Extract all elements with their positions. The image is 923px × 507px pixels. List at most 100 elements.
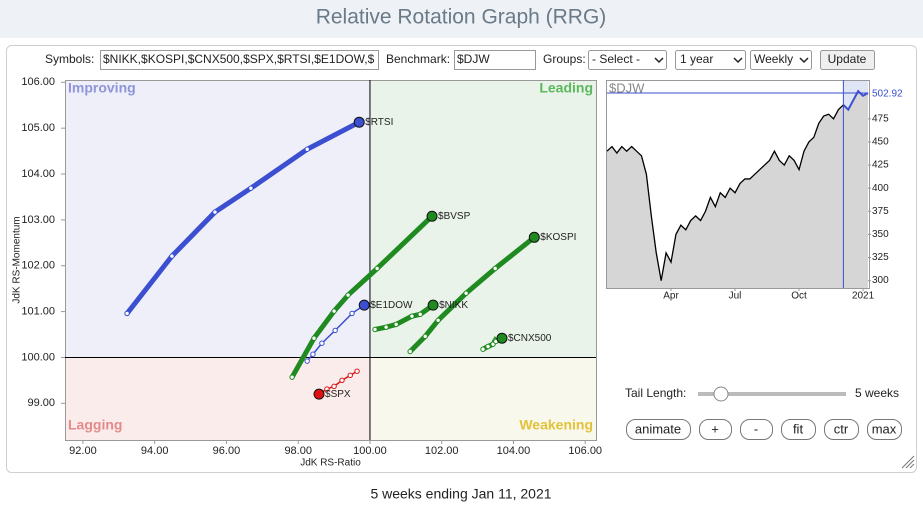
benchmark-line-tail	[842, 89, 869, 112]
tail-point[interactable]	[331, 308, 337, 314]
x-tick-label: 102.00	[425, 445, 459, 457]
rrg-chart: Improving Leading Lagging Weakening 92.00 94.…	[12, 76, 602, 468]
tail-point[interactable]	[372, 326, 378, 333]
tail-point[interactable]	[319, 340, 325, 346]
button-label[interactable]: fit	[793, 421, 804, 436]
benchmark-label: Benchmark:	[386, 52, 450, 66]
tail-line	[289, 213, 435, 380]
x-tick-label: 92.00	[69, 445, 97, 457]
quadrant-label: Lagging	[68, 417, 122, 433]
footer: 5 weeks ending Jan 11, 2021	[370, 486, 551, 502]
tail-slider-knob[interactable]	[713, 386, 729, 402]
period-select[interactable]	[675, 50, 746, 70]
tail-point[interactable]	[492, 265, 498, 272]
update-button[interactable]	[820, 50, 875, 70]
tail-point[interactable]	[480, 346, 486, 352]
y-tick-label: 450	[872, 137, 889, 148]
tail-point[interactable]	[383, 324, 389, 330]
tail-point[interactable]	[304, 146, 310, 152]
period-value[interactable]: 1 year	[680, 52, 713, 66]
tail-point[interactable]	[289, 374, 295, 380]
tail-point[interactable]	[331, 383, 337, 390]
frequency-value[interactable]: Weekly	[754, 52, 793, 66]
y-tick-label: 300	[872, 275, 889, 286]
series-head[interactable]	[358, 299, 370, 311]
quadrant	[369, 357, 596, 440]
tail-point[interactable]	[248, 185, 254, 191]
tail-point[interactable]	[124, 310, 130, 317]
tail-point[interactable]	[339, 377, 345, 384]
button-label[interactable]: ctr	[834, 421, 849, 436]
x-tick-label: 106.00	[568, 445, 602, 457]
quadrant-label: Improving	[68, 80, 136, 96]
frequency-select[interactable]	[750, 50, 812, 70]
benchmark-line	[606, 104, 844, 281]
x-axis-label: JdK RS-Ratio	[300, 458, 361, 469]
resize-grip	[901, 455, 915, 469]
tail-line	[407, 234, 537, 354]
tail-point[interactable]	[374, 265, 380, 272]
y-tick-label: 104.00	[21, 168, 55, 180]
tail-point[interactable]	[409, 313, 415, 319]
tail-point[interactable]	[349, 310, 355, 317]
series-head[interactable]	[496, 332, 508, 344]
series-head[interactable]	[426, 210, 438, 222]
symbols-value[interactable]: $NIKK,$KOSPI,$CNX500,$SPX,$RTSI,$E1DOW,$	[103, 52, 375, 66]
y-tick-label: 475	[872, 113, 889, 124]
benchmark-label: $DJW	[609, 80, 645, 95]
button[interactable]	[740, 419, 773, 440]
series-head[interactable]	[528, 231, 540, 243]
benchmark-value[interactable]: $DJW	[457, 52, 490, 66]
tail-point[interactable]	[435, 317, 441, 324]
y-tick-label: 102.00	[21, 260, 55, 272]
series-head[interactable]	[353, 116, 365, 128]
update-button-label[interactable]: Update	[828, 52, 867, 66]
series-head[interactable]	[427, 299, 439, 311]
tail-point[interactable]	[417, 311, 423, 318]
tail-point[interactable]	[169, 253, 175, 259]
tail-point[interactable]	[407, 348, 413, 355]
series-label: $KOSPI	[540, 232, 576, 243]
button[interactable]	[781, 419, 816, 440]
tail-point[interactable]	[311, 335, 317, 341]
series-label: $BVSP	[438, 211, 471, 222]
tail-point[interactable]	[310, 351, 316, 357]
tail-point[interactable]	[485, 343, 491, 350]
x-tick-label: 96.00	[213, 445, 241, 457]
button[interactable]	[626, 419, 691, 440]
button[interactable]	[824, 419, 859, 440]
symbols-input[interactable]	[100, 50, 379, 70]
title-bar	[0, 0, 923, 38]
button[interactable]	[699, 419, 732, 440]
tail-point[interactable]	[422, 333, 428, 340]
y-tick-label: 101.00	[21, 305, 55, 317]
button-label[interactable]: +	[711, 421, 719, 436]
x-tick-label: 2021	[852, 291, 875, 302]
x-tick-label: Apr	[663, 291, 679, 302]
quadrant	[369, 80, 596, 358]
benchmark-input[interactable]	[454, 50, 536, 70]
button-label[interactable]: -	[754, 421, 758, 436]
groups-value[interactable]: - Select -	[592, 52, 640, 66]
button[interactable]	[867, 419, 902, 440]
tail-point[interactable]	[212, 209, 218, 215]
y-tick-label: 100.00	[21, 351, 55, 363]
tail-point[interactable]	[463, 290, 469, 296]
tail-point[interactable]	[393, 321, 399, 328]
tail-point[interactable]	[324, 386, 330, 392]
symbols-label: Symbols:	[45, 52, 94, 66]
button-label[interactable]: max	[872, 421, 897, 436]
y-tick-label: 105.00	[21, 122, 55, 134]
tail-point[interactable]	[347, 372, 353, 379]
groups-select[interactable]	[588, 50, 667, 70]
series-label: $NIKK	[439, 300, 468, 311]
y-tick-label: 425	[872, 160, 889, 171]
tail-point[interactable]	[332, 327, 338, 334]
tail-point[interactable]	[354, 368, 360, 374]
tail-point[interactable]	[304, 358, 310, 364]
tail-point[interactable]	[345, 292, 351, 298]
series-head[interactable]	[313, 388, 325, 400]
button-label[interactable]: animate	[635, 421, 681, 436]
